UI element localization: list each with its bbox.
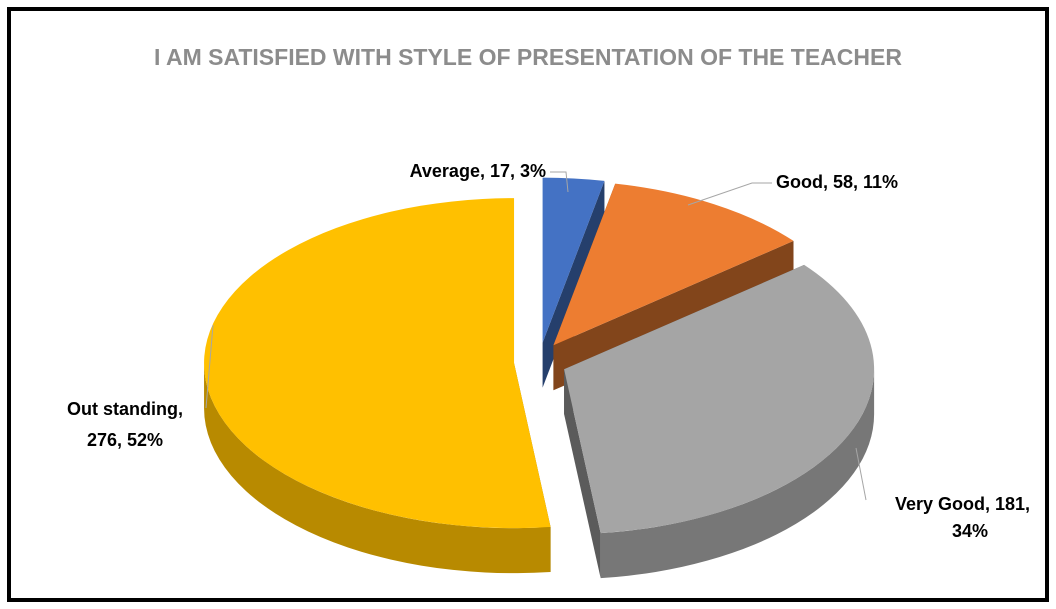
data-label: Average, 17, 3%: [410, 161, 546, 181]
leader-line: [550, 171, 569, 193]
data-label: Very Good, 181,: [895, 494, 1030, 514]
slice: [204, 198, 551, 529]
slice-side: [204, 363, 551, 574]
slice: [542, 177, 605, 343]
slice: [553, 183, 794, 346]
data-label: 34%: [952, 521, 988, 541]
data-label: Out standing,: [67, 399, 183, 419]
leader-line: [855, 447, 867, 501]
chart-title: I AM SATISFIED WITH STYLE OF PRESENTATIO…: [154, 44, 902, 70]
leader-line: [687, 182, 772, 206]
slice-radial-wall: [564, 369, 601, 579]
slice: [564, 264, 875, 534]
leader-line: [205, 324, 214, 409]
data-label: Good, 58, 11%: [776, 172, 898, 192]
slice-side: [600, 369, 875, 579]
labels: Average, 17, 3% Good, 58, 11% Very Good, 1…: [67, 161, 1030, 541]
pie: [204, 177, 875, 579]
data-label: 276, 52%: [87, 430, 163, 450]
